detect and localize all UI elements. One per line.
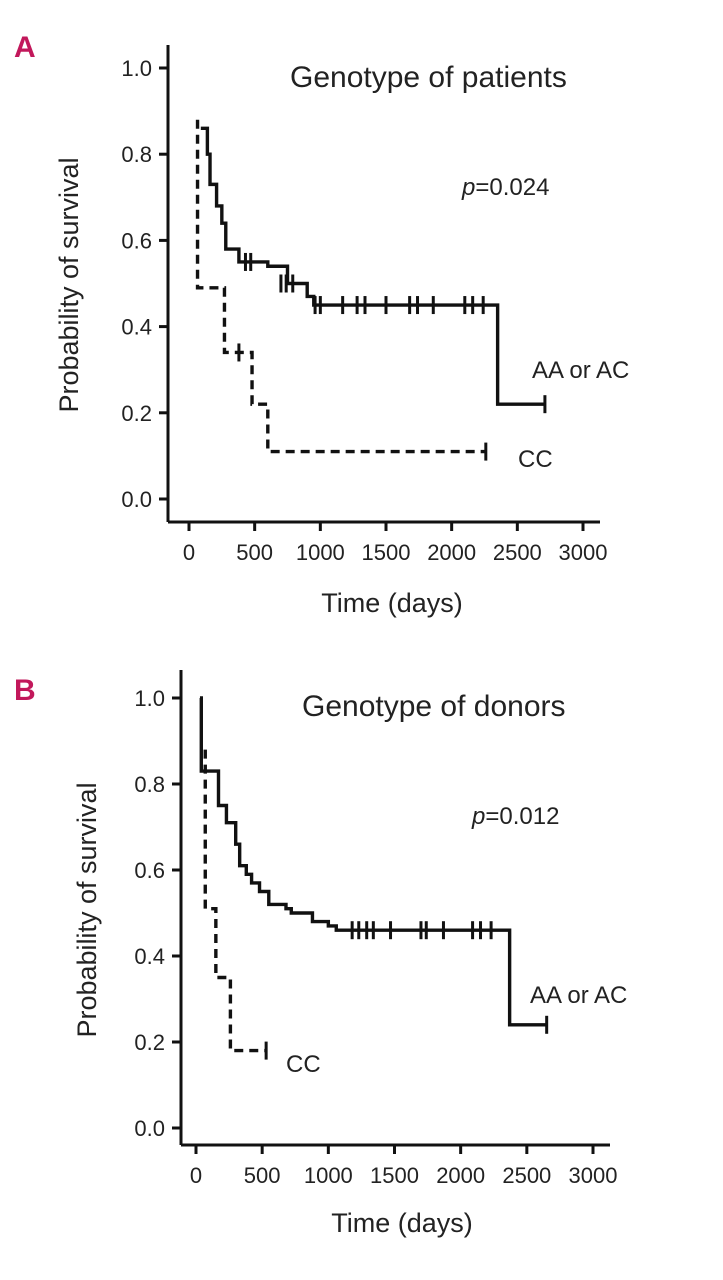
ticks-a: 0.0 0.2 0.4 0.6 0.8 1.0 0 500 1000 1500 2000 2500 30…	[121, 56, 607, 565]
survival-chart-b: B Genotype of donors p=0.012 AA or AC CC…	[14, 670, 627, 1238]
x-tick-label-b-4: 2000	[436, 1163, 485, 1188]
x-tick-label-a-4: 2000	[427, 540, 476, 565]
series-label-aa-ac-a: AA or AC	[532, 357, 629, 384]
y-tick-label-b-5: 1.0	[134, 686, 165, 711]
series-label-aa-ac-b: AA or AC	[530, 982, 627, 1009]
survival-curve-cc-a	[195, 119, 486, 454]
chart-title-a: Genotype of patients	[290, 61, 567, 94]
x-tick-label-a-6: 3000	[559, 540, 608, 565]
x-tick-label-a-2: 1000	[296, 540, 345, 565]
x-tick-label-a-5: 2500	[493, 540, 542, 565]
y-tick-label-a-5: 1.0	[121, 56, 152, 81]
x-tick-label-b-0: 0	[190, 1163, 202, 1188]
y-tick-label-b-2: 0.4	[134, 944, 165, 969]
y-axis-label-b: Probability of survival	[72, 782, 102, 1037]
panel-a: A Genotype of patients p=0.024 AA or AC …	[14, 31, 629, 618]
series-label-cc-b: CC	[286, 1051, 321, 1078]
p-value-text-a: =0.024	[475, 174, 549, 201]
y-tick-label-a-2: 0.4	[121, 315, 152, 340]
y-tick-label-b-1: 0.2	[134, 1030, 165, 1055]
x-tick-label-a-1: 500	[236, 540, 273, 565]
x-tick-label-b-5: 2500	[502, 1163, 551, 1188]
y-tick-label-b-3: 0.6	[134, 858, 165, 883]
x-tick-label-b-2: 1000	[304, 1163, 353, 1188]
y-tick-label-a-0: 0.0	[121, 487, 152, 512]
x-axis-label-a: Time (days)	[321, 588, 463, 618]
p-value-a: p=0.024	[461, 174, 549, 201]
p-value-text-b: =0.012	[485, 803, 559, 830]
x-tick-label-b-6: 3000	[569, 1163, 618, 1188]
p-symbol-b: p	[471, 803, 485, 830]
panel-label-a: A	[14, 31, 36, 64]
y-tick-label-a-3: 0.6	[121, 228, 152, 253]
curves-a	[195, 119, 547, 461]
p-value-b: p=0.012	[471, 803, 559, 830]
x-tick-label-b-3: 1500	[370, 1163, 419, 1188]
x-tick-label-a-3: 1500	[362, 540, 411, 565]
curves-b	[199, 696, 549, 1060]
x-tick-label-b-1: 500	[244, 1163, 281, 1188]
panel-label-b: B	[14, 674, 36, 707]
p-symbol-a: p	[461, 174, 475, 201]
survival-curve-cc-b	[203, 749, 267, 1053]
x-axis-label-b: Time (days)	[331, 1208, 473, 1238]
y-axis-label-a: Probability of survival	[54, 157, 84, 412]
survival-curve-aa-ac-a	[200, 126, 545, 406]
survival-chart-a: A Genotype of patients p=0.024 AA or AC …	[14, 31, 629, 618]
x-tick-label-a-0: 0	[183, 540, 195, 565]
y-tick-label-a-4: 0.8	[121, 142, 152, 167]
y-tick-label-a-1: 0.2	[121, 401, 152, 426]
y-tick-label-b-0: 0.0	[134, 1116, 165, 1141]
ticks-b: 0.0 0.2 0.4 0.6 0.8 1.0 0 500 1000 1500 2000 2500 30…	[134, 686, 617, 1188]
series-label-cc-a: CC	[518, 446, 553, 473]
y-tick-label-b-4: 0.8	[134, 772, 165, 797]
chart-title-b: Genotype of donors	[302, 690, 566, 723]
survival-curve-aa-ac-b	[199, 696, 547, 1027]
panel-b: B Genotype of donors p=0.012 AA or AC CC…	[0, 640, 723, 1280]
